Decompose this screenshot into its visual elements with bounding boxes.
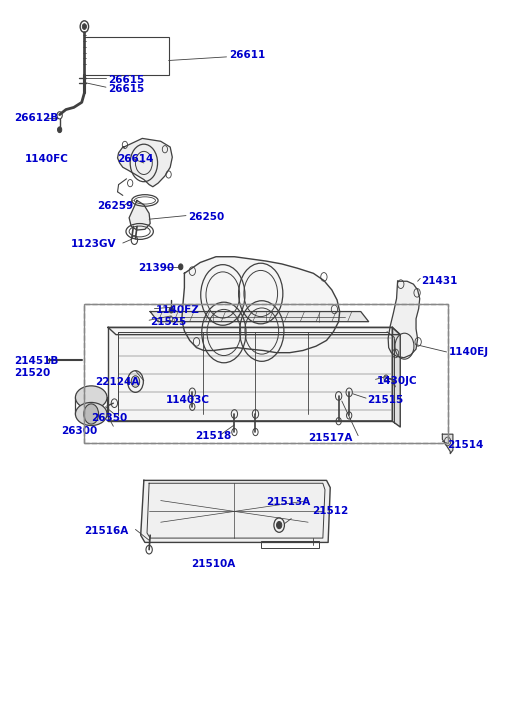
Circle shape: [277, 521, 282, 529]
Ellipse shape: [76, 403, 107, 425]
Polygon shape: [150, 312, 369, 321]
Text: 21518: 21518: [195, 430, 231, 441]
Circle shape: [179, 264, 183, 270]
Text: 21512: 21512: [312, 507, 348, 516]
Text: 21525: 21525: [150, 317, 186, 326]
Text: 21451B: 21451B: [14, 356, 59, 366]
Text: 21513A: 21513A: [266, 497, 310, 507]
Text: 26250: 26250: [188, 212, 225, 222]
Bar: [85, 305, 447, 443]
Circle shape: [131, 376, 140, 387]
Text: 1140FC: 1140FC: [25, 154, 69, 164]
Polygon shape: [140, 481, 330, 542]
Text: 26615: 26615: [108, 84, 144, 95]
Text: 21516A: 21516A: [85, 526, 129, 536]
Polygon shape: [118, 138, 172, 187]
Text: 1123GV: 1123GV: [71, 239, 117, 249]
Polygon shape: [129, 201, 150, 230]
Polygon shape: [182, 257, 340, 353]
Text: 1140EJ: 1140EJ: [449, 347, 489, 357]
Text: 1140FZ: 1140FZ: [155, 305, 200, 315]
Ellipse shape: [76, 386, 107, 409]
Text: 11403C: 11403C: [166, 395, 210, 405]
Bar: [85, 37, 169, 75]
Text: 21514: 21514: [447, 440, 484, 450]
Text: 26300: 26300: [61, 426, 97, 436]
Polygon shape: [392, 327, 400, 427]
Text: 21515: 21515: [368, 395, 404, 405]
Text: 26350: 26350: [91, 414, 128, 423]
Bar: [85, 305, 447, 443]
Text: 21520: 21520: [14, 368, 51, 378]
Text: 21517A: 21517A: [308, 433, 353, 443]
Text: 1430JC: 1430JC: [377, 376, 417, 386]
Bar: [261, 541, 319, 548]
Circle shape: [82, 24, 87, 30]
Text: 21390: 21390: [139, 263, 174, 273]
Text: 26614: 26614: [118, 154, 154, 164]
Polygon shape: [108, 327, 392, 421]
Circle shape: [169, 308, 173, 313]
Text: 26611: 26611: [229, 49, 265, 60]
Polygon shape: [443, 434, 453, 454]
Polygon shape: [108, 327, 400, 334]
Text: 26615: 26615: [108, 75, 144, 85]
Text: 21431: 21431: [421, 276, 458, 286]
Circle shape: [84, 404, 98, 424]
Circle shape: [57, 127, 62, 132]
Polygon shape: [388, 281, 420, 358]
Text: 21510A: 21510A: [191, 559, 236, 569]
Text: 22124A: 22124A: [95, 377, 139, 387]
Text: 26259: 26259: [97, 201, 134, 212]
Text: 26612B: 26612B: [14, 113, 59, 123]
